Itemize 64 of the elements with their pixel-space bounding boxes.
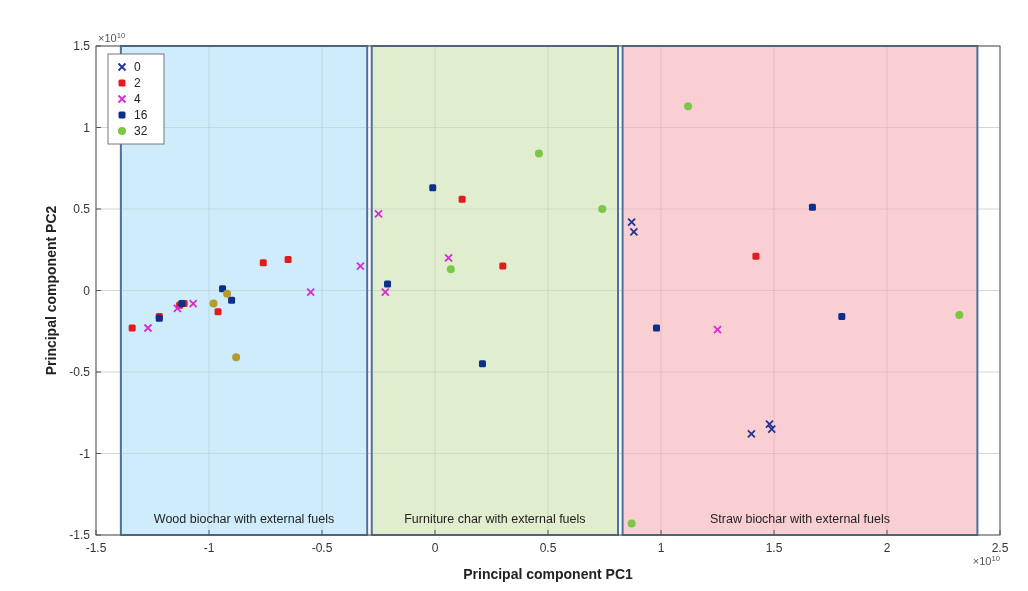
point bbox=[598, 205, 607, 213]
x-tick-label: -1 bbox=[203, 541, 215, 555]
point bbox=[232, 353, 241, 362]
legend-label: 16 bbox=[134, 108, 148, 122]
x-tick-label: 0.5 bbox=[539, 541, 557, 555]
text: ×10$^{10}$ bbox=[972, 553, 1000, 567]
point bbox=[534, 149, 543, 158]
text: ×10$^{10}$ bbox=[98, 30, 126, 44]
point bbox=[284, 256, 292, 264]
point bbox=[808, 203, 816, 211]
point bbox=[384, 280, 392, 288]
legend-label: 0 bbox=[134, 60, 141, 74]
y-tick-label: -1.5 bbox=[69, 528, 91, 542]
point bbox=[128, 324, 136, 332]
point bbox=[765, 419, 774, 429]
y-axis-title: Principal component PC2 bbox=[43, 205, 59, 376]
point bbox=[259, 259, 267, 267]
point bbox=[652, 324, 660, 332]
y-tick-label: 1 bbox=[83, 120, 91, 135]
point bbox=[713, 325, 722, 335]
point bbox=[955, 310, 964, 319]
point bbox=[188, 299, 198, 308]
point bbox=[684, 102, 693, 111]
band-label: Furniture char with external fuels bbox=[404, 512, 586, 526]
point bbox=[458, 195, 466, 203]
point bbox=[223, 289, 232, 298]
y-tick-label: 0.5 bbox=[73, 202, 91, 216]
point bbox=[478, 360, 486, 368]
point bbox=[214, 308, 222, 316]
y-tick-label: -1 bbox=[79, 446, 91, 461]
point bbox=[356, 261, 365, 271]
point bbox=[629, 227, 639, 237]
point bbox=[143, 323, 153, 333]
x-tick-label: 0 bbox=[431, 541, 439, 555]
y-tick-label: 0 bbox=[83, 283, 91, 298]
x-axis-title: Principal component PC1 bbox=[463, 566, 633, 582]
legend-label: 2 bbox=[134, 76, 141, 90]
x-tick-label: 1 bbox=[657, 541, 665, 555]
point bbox=[172, 304, 182, 313]
point bbox=[752, 252, 760, 260]
point bbox=[444, 253, 453, 263]
point bbox=[767, 424, 777, 434]
x-tick-label: -0.5 bbox=[311, 541, 333, 555]
legend-label: 4 bbox=[134, 92, 141, 106]
point bbox=[446, 265, 455, 274]
point bbox=[374, 209, 383, 219]
point bbox=[747, 429, 756, 439]
point bbox=[209, 299, 218, 308]
point bbox=[380, 287, 390, 297]
legend-label: 32 bbox=[134, 124, 148, 138]
band-label: Wood biochar with external fuels bbox=[153, 512, 335, 526]
x-tick-label: 1.5 bbox=[765, 541, 783, 555]
point bbox=[499, 262, 507, 270]
point bbox=[429, 184, 437, 192]
point bbox=[627, 519, 636, 528]
point bbox=[228, 296, 236, 304]
x-tick-label: 2.5 bbox=[991, 541, 1009, 555]
y-tick-label: -0.5 bbox=[69, 365, 91, 379]
point bbox=[627, 217, 637, 227]
x-tick-label: 2 bbox=[883, 541, 891, 555]
band-label: Straw biochar with external fuels bbox=[710, 512, 890, 526]
point bbox=[838, 313, 846, 321]
point bbox=[306, 287, 316, 297]
y-tick-label: 1.5 bbox=[73, 39, 91, 53]
